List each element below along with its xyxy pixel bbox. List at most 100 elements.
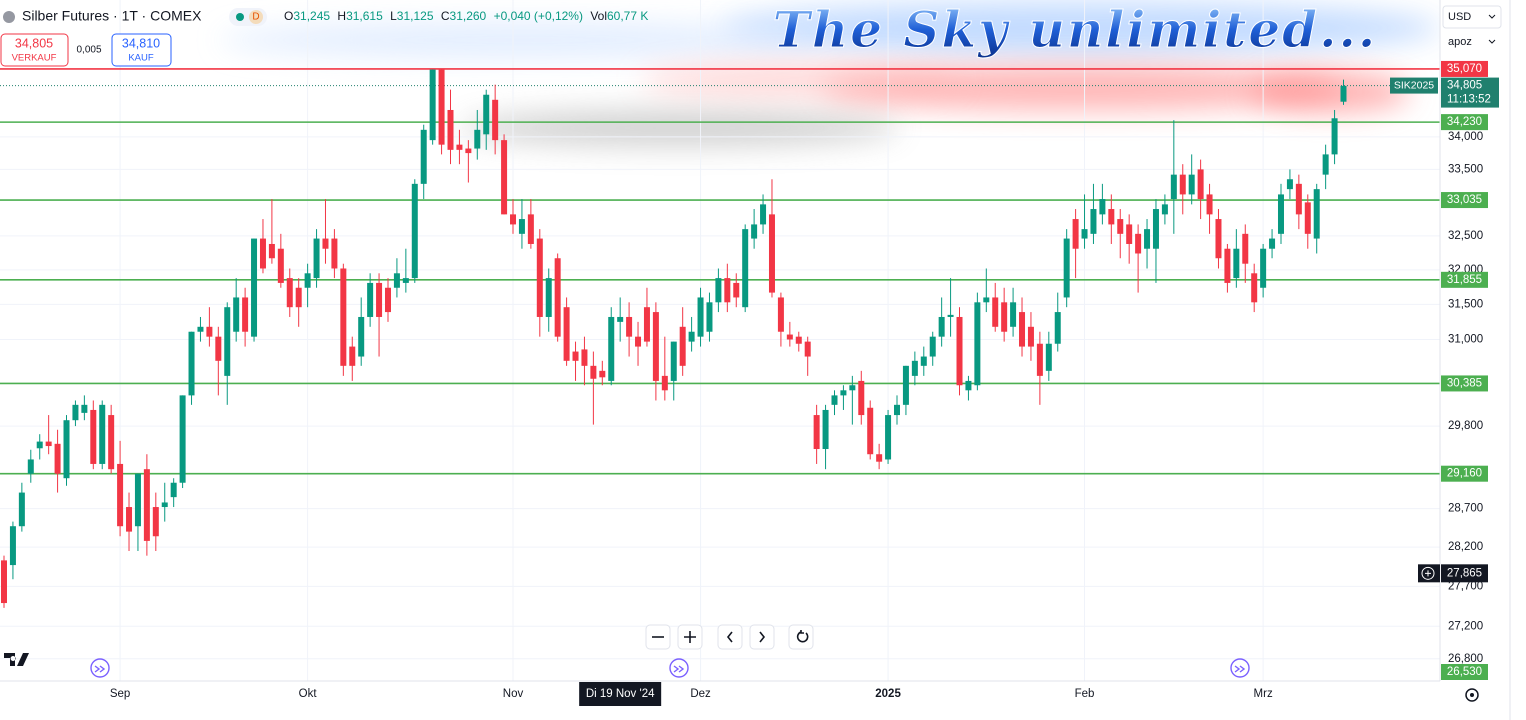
value: 31,615 — [346, 9, 383, 23]
body — [456, 144, 463, 150]
body — [956, 316, 963, 386]
chevron — [1488, 39, 1496, 44]
body — [295, 287, 302, 308]
event-icon[interactable] — [90, 658, 110, 678]
time-axis: Sep Okt Nov Dez 2025 Feb Mrz Di 19 Nov '24 — [110, 682, 1273, 706]
scale-mode[interactable]: apoz — [1448, 36, 1472, 48]
body — [233, 297, 240, 332]
body — [483, 94, 490, 135]
body — [527, 214, 534, 244]
body — [349, 346, 356, 366]
body — [376, 282, 383, 317]
grid — [0, 0, 1440, 681]
events — [90, 658, 1250, 678]
body — [367, 282, 374, 317]
settings-icon[interactable] — [1465, 688, 1479, 702]
value: 31,125 — [397, 9, 434, 23]
body — [617, 316, 624, 322]
body — [1072, 219, 1079, 249]
logo — [4, 653, 29, 666]
body — [224, 307, 231, 376]
sell-label: VERKAUF — [12, 53, 57, 64]
body — [429, 69, 436, 141]
body — [518, 219, 525, 234]
body — [1027, 326, 1034, 347]
body — [36, 441, 43, 449]
reset[interactable] — [788, 624, 814, 650]
body — [9, 526, 16, 566]
body — [1045, 343, 1052, 371]
key: O — [284, 9, 293, 23]
axes: 34,00033,50032,50032,00031,50031,00029,8… — [1448, 131, 1483, 665]
level-tag: 31,855 — [1447, 274, 1482, 286]
sell-price: 34,805 — [15, 36, 53, 50]
body — [706, 302, 713, 332]
body — [938, 316, 945, 337]
y-tick-label: 28,700 — [1448, 503, 1483, 515]
level-tag-bg — [1441, 271, 1488, 288]
badge-bg — [249, 10, 263, 24]
plus-icon — [684, 631, 696, 643]
body — [340, 268, 347, 366]
key: Vol — [590, 9, 607, 23]
level-tag-bg — [1441, 375, 1488, 392]
buy-label: KAUF — [128, 53, 154, 64]
x-tick-label: Okt — [299, 688, 318, 700]
scroll-right[interactable] — [749, 624, 775, 650]
body — [1099, 199, 1106, 215]
body — [259, 238, 266, 269]
body — [929, 336, 936, 357]
body — [438, 69, 445, 145]
y-tick-label: 29,800 — [1448, 420, 1483, 432]
body — [724, 278, 731, 303]
body — [1081, 229, 1088, 239]
change: +0,040 (+0,12%) — [494, 9, 583, 23]
body — [1313, 189, 1320, 239]
body — [143, 469, 150, 541]
body — [1331, 118, 1338, 155]
body — [760, 204, 767, 225]
body — [1144, 229, 1151, 249]
event-icon[interactable] — [1230, 658, 1250, 678]
key: H — [337, 9, 346, 23]
body — [867, 407, 874, 455]
symbol-tag: SIK2025 — [1394, 79, 1434, 91]
x-tick-label: Mrz — [1254, 688, 1273, 700]
watermark: The Sky unlimited... — [773, 0, 1378, 59]
body — [286, 278, 293, 308]
buy-button[interactable] — [111, 33, 172, 67]
body — [652, 312, 659, 381]
x-tick-label: Sep — [110, 688, 130, 700]
level-tag-bg — [1441, 114, 1488, 131]
body — [215, 336, 222, 361]
body — [1277, 194, 1284, 234]
status-pill[interactable] — [229, 8, 267, 26]
crosshair-plus — [1421, 566, 1435, 580]
body — [661, 375, 668, 391]
y-tick-label: 27,200 — [1448, 620, 1483, 632]
body — [1170, 174, 1177, 200]
body — [626, 316, 633, 337]
body — [304, 273, 311, 288]
symbol-title[interactable]: Silber Futures · 1T · COMEX — [22, 8, 202, 24]
background-glow — [220, 2, 1440, 146]
currency-select[interactable] — [1442, 5, 1502, 29]
body — [1197, 169, 1204, 200]
body — [126, 507, 133, 532]
body — [492, 99, 499, 141]
symbol-icon — [3, 11, 15, 23]
body — [1340, 85, 1347, 102]
body — [804, 341, 811, 357]
body — [581, 349, 588, 366]
event-icon[interactable] — [669, 658, 689, 678]
scroll-left[interactable] — [717, 624, 743, 650]
currency: USD — [1448, 11, 1471, 23]
level-tag-bg — [1441, 465, 1488, 482]
right-icon — [759, 631, 766, 643]
sell-button[interactable] — [0, 33, 69, 67]
body — [1001, 302, 1008, 332]
body — [358, 316, 365, 357]
price-tags: 35,070 34,230 33,035 31,855 30,385 29,160 SIK2… — [1390, 60, 1499, 680]
